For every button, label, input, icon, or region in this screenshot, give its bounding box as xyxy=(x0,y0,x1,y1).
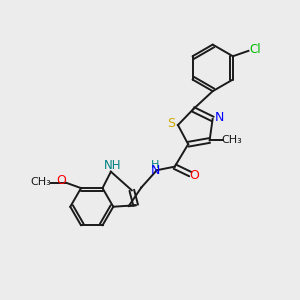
Text: N: N xyxy=(151,164,160,177)
Text: H: H xyxy=(151,160,160,170)
Text: O: O xyxy=(56,174,66,187)
Text: O: O xyxy=(190,169,200,182)
Text: S: S xyxy=(167,117,175,130)
Text: CH₃: CH₃ xyxy=(221,135,242,145)
Text: NH: NH xyxy=(104,159,122,172)
Text: Cl: Cl xyxy=(249,43,261,56)
Text: N: N xyxy=(214,111,224,124)
Text: CH₃: CH₃ xyxy=(31,177,51,187)
